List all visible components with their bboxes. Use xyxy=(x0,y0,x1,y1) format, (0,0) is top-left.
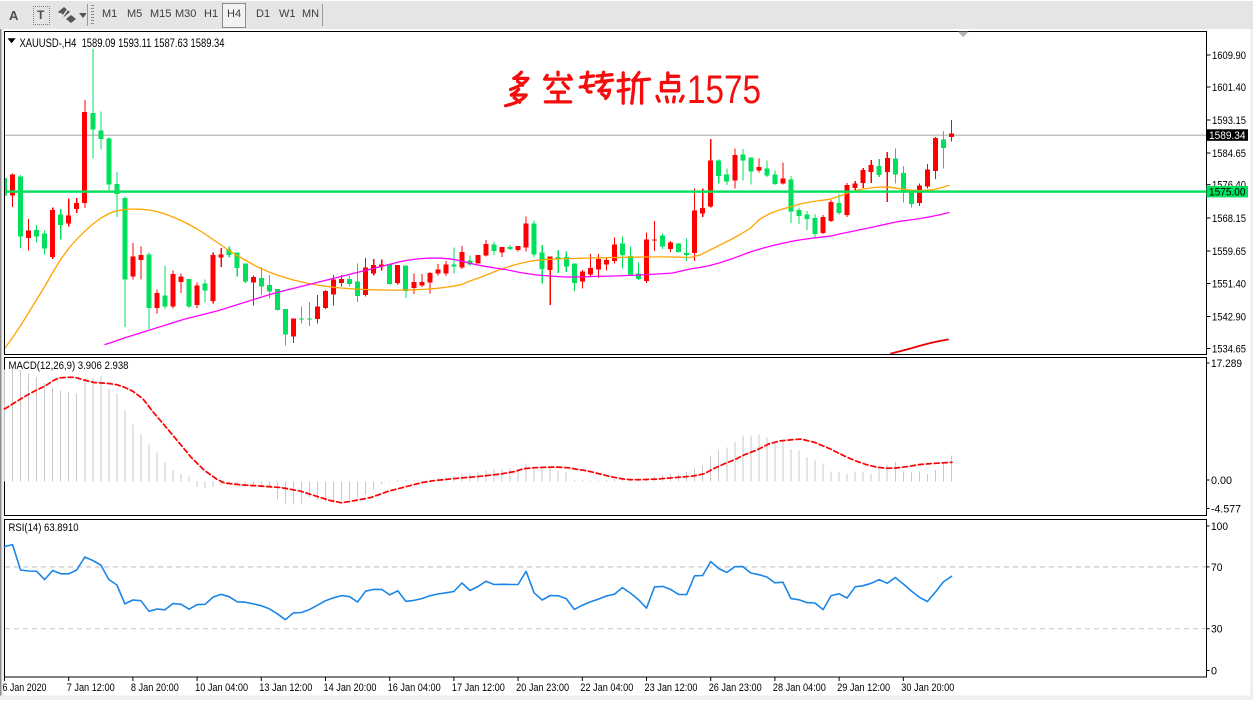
svg-text:29 Jan 12:00: 29 Jan 12:00 xyxy=(837,682,890,694)
svg-text:10 Jan 04:00: 10 Jan 04:00 xyxy=(195,682,248,694)
svg-text:1534.65: 1534.65 xyxy=(1212,344,1246,356)
svg-text:1559.65: 1559.65 xyxy=(1212,246,1246,258)
svg-text:20 Jan 23:00: 20 Jan 23:00 xyxy=(516,682,569,694)
svg-text:1542.90: 1542.90 xyxy=(1212,312,1246,324)
svg-text:7 Jan 12:00: 7 Jan 12:00 xyxy=(67,682,115,694)
svg-text:XAUUSD-,H4 1589.09 1593.11 15: XAUUSD-,H4 1589.09 1593.11 1587.63 1589.… xyxy=(20,38,225,50)
svg-text:14 Jan 20:00: 14 Jan 20:00 xyxy=(324,682,377,694)
svg-text:1551.40: 1551.40 xyxy=(1212,279,1246,291)
svg-text:28 Jan 04:00: 28 Jan 04:00 xyxy=(773,682,826,694)
svg-text:1568.15: 1568.15 xyxy=(1212,213,1246,225)
svg-text:0.00: 0.00 xyxy=(1211,475,1232,487)
svg-text:17.289: 17.289 xyxy=(1211,358,1242,370)
svg-text:70: 70 xyxy=(1211,562,1223,574)
svg-text:22 Jan 04:00: 22 Jan 04:00 xyxy=(580,682,633,694)
svg-text:1589.34: 1589.34 xyxy=(1209,130,1246,142)
svg-text:6 Jan 2020: 6 Jan 2020 xyxy=(3,682,47,694)
svg-text:30: 30 xyxy=(1211,624,1223,636)
svg-text:RSI(14) 63.8910: RSI(14) 63.8910 xyxy=(9,522,79,534)
svg-text:8 Jan 20:00: 8 Jan 20:00 xyxy=(131,682,179,694)
svg-text:1575.00: 1575.00 xyxy=(1209,187,1246,199)
svg-text:1584.65: 1584.65 xyxy=(1212,148,1246,160)
svg-text:1593.15: 1593.15 xyxy=(1212,115,1246,127)
svg-text:1601.40: 1601.40 xyxy=(1212,82,1246,94)
svg-text:16 Jan 04:00: 16 Jan 04:00 xyxy=(388,682,441,694)
svg-text:-4.577: -4.577 xyxy=(1211,504,1241,516)
svg-text:30 Jan 20:00: 30 Jan 20:00 xyxy=(901,682,954,694)
svg-text:1575: 1575 xyxy=(687,68,761,112)
svg-text:1609.90: 1609.90 xyxy=(1212,50,1246,62)
svg-text:17 Jan 12:00: 17 Jan 12:00 xyxy=(452,682,505,694)
svg-text:13 Jan 12:00: 13 Jan 12:00 xyxy=(259,682,312,694)
svg-text:26 Jan 23:00: 26 Jan 23:00 xyxy=(709,682,762,694)
svg-text:0: 0 xyxy=(1211,666,1217,678)
svg-text:23 Jan 12:00: 23 Jan 12:00 xyxy=(645,682,698,694)
svg-text:100: 100 xyxy=(1211,521,1228,533)
svg-text:MACD(12,26,9) 3.906 2.938: MACD(12,26,9) 3.906 2.938 xyxy=(9,360,129,372)
